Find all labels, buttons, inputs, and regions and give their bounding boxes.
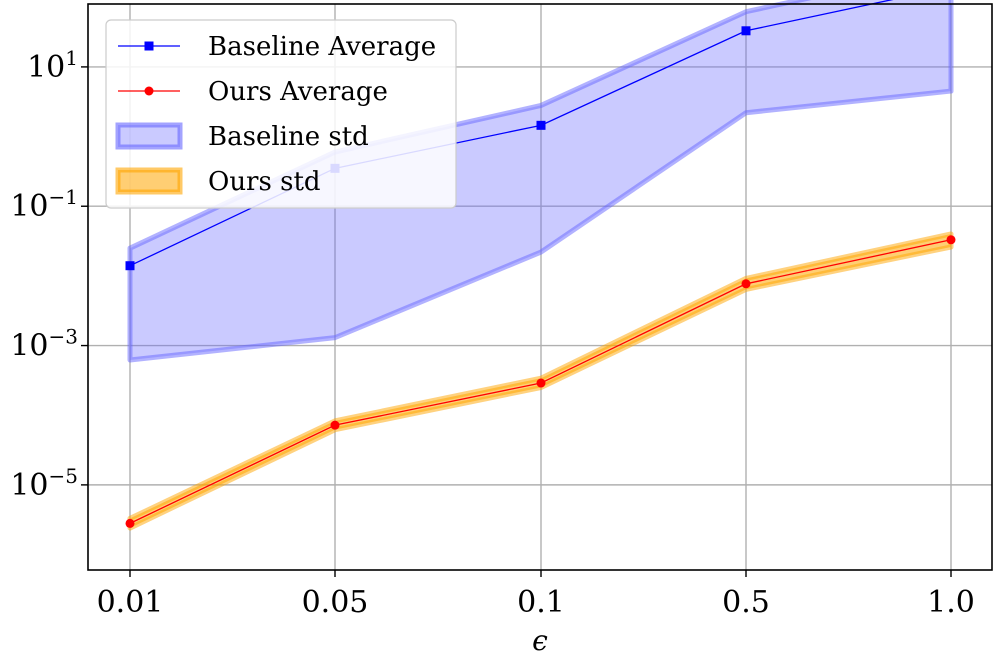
ours-average-point <box>742 279 751 288</box>
y-tick-label: 101 <box>27 46 78 85</box>
legend-label-ours-std: Ours std <box>208 167 321 197</box>
legend-swatch-baseline-std <box>118 125 180 147</box>
x-axis-label: ϵ <box>532 624 548 657</box>
ours-average-point <box>126 519 135 528</box>
x-tick-label: 1.0 <box>927 585 975 620</box>
baseline-average-point <box>537 121 546 130</box>
chart: 0.01 0.05 0.1 0.5 1.0 101 10−1 10−3 10−5 ϵ Base… <box>0 0 997 664</box>
x-axis-ticks: 0.01 0.05 0.1 0.5 1.0 <box>97 570 975 620</box>
y-tick-label: 10−5 <box>10 464 78 503</box>
y-tick-label: 10−3 <box>10 325 78 364</box>
x-tick-label: 0.05 <box>302 585 369 620</box>
y-axis-ticks: 101 10−1 10−3 10−5 <box>10 46 88 503</box>
legend-label-baseline-std: Baseline std <box>208 122 369 152</box>
x-tick-label: 0.01 <box>97 585 164 620</box>
legend: Baseline Average Ours Average Baseline std… <box>106 20 456 208</box>
legend-marker-ours-average <box>145 87 154 96</box>
baseline-average-point <box>742 26 751 35</box>
y-tick-label: 10−1 <box>10 185 78 224</box>
ours-average-point <box>537 379 546 388</box>
legend-swatch-ours-std <box>118 170 180 192</box>
ours-average-point <box>331 421 340 430</box>
ours-average-point <box>947 235 956 244</box>
x-tick-label: 0.1 <box>517 585 565 620</box>
legend-label-ours-average: Ours Average <box>208 77 388 107</box>
x-tick-label: 0.5 <box>722 585 770 620</box>
legend-label-baseline-average: Baseline Average <box>208 32 436 62</box>
baseline-average-point <box>126 261 135 270</box>
legend-marker-baseline-average <box>145 42 154 51</box>
